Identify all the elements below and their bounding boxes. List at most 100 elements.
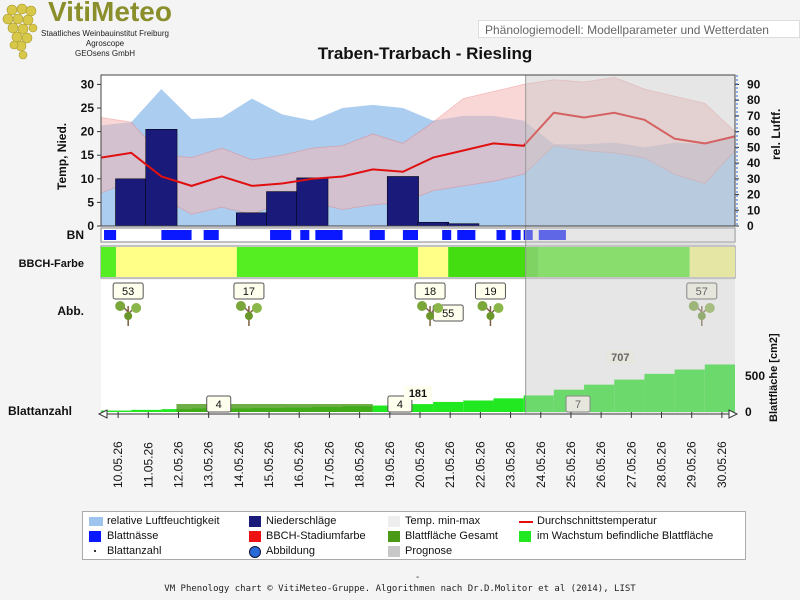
y-left-tick-label: 10 bbox=[81, 172, 95, 186]
leaf-area-label bbox=[606, 350, 635, 364]
x-tick-label: 21.05.26 bbox=[443, 441, 457, 488]
legend-item-image: Abbildung bbox=[266, 545, 315, 557]
vine-leaf-icon bbox=[131, 303, 142, 313]
vine-leaf-icon bbox=[477, 301, 488, 311]
precip-bar bbox=[386, 176, 419, 227]
y-left-tick-label: 0 bbox=[87, 219, 94, 233]
prognose-overlay bbox=[525, 75, 735, 413]
y-right-axis-label: rel. Luftf. bbox=[769, 109, 783, 160]
precip-bar bbox=[296, 177, 329, 227]
vine-leaf-icon bbox=[251, 303, 262, 313]
scroll-right-arrow-icon bbox=[728, 409, 739, 419]
x-tick-label: 15.05.26 bbox=[262, 441, 276, 488]
bbch-stage-band bbox=[236, 247, 418, 277]
temp-mean-line bbox=[100, 111, 736, 187]
precip-bar bbox=[236, 212, 268, 227]
leaf-area-bar bbox=[493, 398, 524, 412]
x-tick-label: 19.05.26 bbox=[383, 441, 397, 488]
page-subtitle: Phänologiemodell: Modellparameter und We… bbox=[478, 20, 800, 38]
y-right-tick-label: 0 bbox=[747, 219, 754, 233]
bbch-stage-band bbox=[448, 247, 539, 277]
org-line-1: Staatliches Weinbauinstitut Freiburg bbox=[41, 29, 169, 38]
legend-swatch-leaf-wet bbox=[89, 531, 101, 542]
vitimeteo-logo: VitiMeteo Staatliches Weinbauinstitut Fr… bbox=[0, 0, 185, 62]
x-tick-label: 17.05.26 bbox=[322, 441, 336, 488]
legend-swatch-temp-band bbox=[388, 516, 400, 527]
bbch-stage-label-text: 53 bbox=[122, 286, 134, 298]
leaf-area-bar bbox=[674, 369, 705, 412]
x-tick-label: 16.05.26 bbox=[292, 441, 306, 488]
bbch-stage-label-text: 57 bbox=[696, 286, 708, 298]
leaf-wetness-segment bbox=[538, 230, 566, 240]
precip-bar bbox=[145, 129, 178, 227]
leaf-wetness-segment bbox=[161, 230, 192, 240]
x-tick-label: 20.05.26 bbox=[413, 441, 427, 488]
vine-leaf-icon bbox=[704, 303, 715, 313]
bbch-stage-label-text: 18 bbox=[424, 286, 436, 298]
y-right-tick-label: 60 bbox=[747, 125, 761, 139]
leaf-area-bar bbox=[523, 395, 554, 412]
precip-bar bbox=[417, 221, 450, 227]
row-label-leaf-count: Blattanzahl bbox=[8, 404, 72, 418]
vine-leaf-icon bbox=[115, 301, 126, 311]
leaf-wetness-segment bbox=[300, 230, 310, 240]
chart-legend: relative Luftfeuchtigkeit Niederschläge … bbox=[82, 511, 746, 560]
leaf-area-label bbox=[404, 386, 432, 400]
leaf-area-label-text: 181 bbox=[409, 388, 427, 400]
y-right-tick-label: 30 bbox=[747, 172, 761, 186]
vine-leaf-icon bbox=[417, 301, 428, 311]
x-tick-label: 27.05.26 bbox=[624, 441, 638, 488]
vine-leaf-icon bbox=[433, 303, 444, 313]
footer-credit: VM Phenology chart © VitiMeteo-Gruppe. A… bbox=[164, 584, 636, 594]
chart-title: Traben-Trarbach - Riesling bbox=[317, 44, 533, 63]
x-tick-label: 25.05.26 bbox=[564, 441, 578, 488]
scroll-left-arrow-icon bbox=[97, 409, 108, 419]
bbch-stage-label bbox=[686, 282, 718, 300]
y-left-tick-label: 20 bbox=[81, 125, 95, 139]
y-leaf-tick-label: 0 bbox=[745, 405, 752, 419]
y-right-tick-label: 80 bbox=[747, 93, 761, 107]
vine-leaf-icon bbox=[426, 312, 435, 320]
bbch-stage-label bbox=[112, 282, 144, 300]
y-left-tick-label: 25 bbox=[81, 101, 95, 115]
legend-swatch-image-icon bbox=[249, 546, 261, 558]
bbch-stage-band bbox=[418, 247, 449, 277]
leaf-area-bar bbox=[402, 404, 434, 412]
y-left-tick-label: 5 bbox=[87, 195, 94, 209]
y-right-tick-label: 40 bbox=[747, 156, 761, 170]
leaf-count-label-text: 4 bbox=[397, 399, 403, 411]
y-leaf-axis-label: Blattfläche [cm2] bbox=[768, 333, 780, 422]
bbch-stage-label bbox=[474, 282, 506, 300]
org-line-2: Agroscope bbox=[85, 39, 125, 48]
legend-swatch-prognose bbox=[388, 546, 400, 557]
footer-dash: - bbox=[416, 572, 420, 583]
row-label-abb: Abb. bbox=[57, 304, 84, 318]
legend-item-temp-mean: Durchschnittstemperatur bbox=[537, 515, 657, 527]
leaf-wetness-segment bbox=[203, 230, 219, 240]
x-tick-label: 23.05.26 bbox=[504, 441, 518, 488]
x-tick-label: 10.05.26 bbox=[111, 441, 125, 488]
vine-leaf-icon bbox=[235, 301, 246, 311]
bbch-stage-band bbox=[116, 247, 237, 277]
x-tick-label: 12.05.26 bbox=[171, 441, 185, 488]
leaf-wetness-segment bbox=[104, 230, 117, 240]
leaf-wetness-segment bbox=[402, 230, 418, 240]
bbch-stage-label bbox=[414, 282, 446, 300]
x-tick-label: 28.05.26 bbox=[655, 441, 669, 488]
leaf-count-label-text: 7 bbox=[575, 399, 581, 411]
bbch-stage-band bbox=[689, 247, 735, 277]
leaf-area-bar bbox=[644, 373, 675, 412]
legend-item-leaf-wet: Blattnässe bbox=[107, 530, 159, 542]
leaf-area-total bbox=[176, 404, 373, 412]
vine-leaf-icon bbox=[124, 312, 133, 320]
row-label-bn: BN bbox=[67, 228, 84, 242]
precip-bar bbox=[115, 178, 148, 227]
leaf-count-label bbox=[565, 395, 591, 413]
leaf-count-label-text: 4 bbox=[216, 399, 222, 411]
row-label-bbch: BBCH-Farbe bbox=[19, 258, 84, 270]
leaf-wetness-segment bbox=[496, 230, 506, 240]
leaf-area-bar bbox=[463, 400, 494, 412]
leaf-wetness-segment bbox=[369, 230, 385, 240]
legend-swatch-leaf-growing bbox=[519, 531, 531, 542]
legend-swatch-bbch bbox=[249, 531, 261, 542]
